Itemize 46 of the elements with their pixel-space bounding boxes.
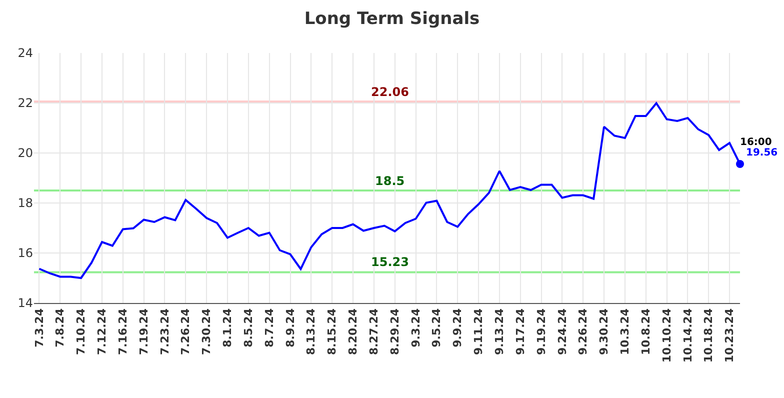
x-tick-label: 10.10.24 [660, 308, 674, 363]
x-tick-label: 7.26.24 [179, 308, 192, 356]
x-tick-label: 9.24.24 [556, 308, 569, 356]
x-tick-label: 9.3.24 [409, 308, 422, 348]
y-tick-label: 24 [18, 46, 33, 60]
y-tick-label: 16 [18, 246, 33, 260]
x-tick-label: 9.9.24 [451, 308, 464, 348]
x-tick-label: 9.30.24 [598, 308, 611, 356]
x-tick-label: 10.23.24 [723, 308, 736, 363]
x-tick-label: 8.15.24 [326, 308, 339, 356]
x-tick-label: 9.13.24 [493, 308, 506, 356]
x-tick-label: 8.1.24 [221, 308, 234, 348]
x-tick-label: 9.17.24 [514, 308, 527, 356]
x-tick-label: 10.8.24 [639, 308, 652, 356]
x-tick-label: 8.20.24 [346, 308, 360, 356]
data-label: 19.56 [746, 148, 778, 158]
y-tick-label: 18 [18, 196, 33, 210]
ref-line-label: 18.5 [375, 174, 405, 188]
x-tick-label: 9.5.24 [430, 308, 444, 348]
x-tick-label: 7.19.24 [137, 308, 150, 356]
x-tick-label: 7.30.24 [200, 308, 214, 356]
x-tick-label: 8.9.24 [284, 308, 297, 348]
x-tick-label: 7.12.24 [96, 308, 109, 356]
x-tick-label: 8.27.24 [368, 308, 381, 356]
x-tick-label: 10.18.24 [702, 308, 716, 363]
x-tick-label: 7.3.24 [32, 308, 46, 348]
chart-title: Long Term Signals [304, 8, 480, 29]
x-tick-label: 7.10.24 [74, 308, 88, 356]
x-tick-label: 10.3.24 [618, 308, 632, 356]
x-tick-label: 7.8.24 [54, 308, 67, 348]
y-tick-label: 20 [18, 146, 33, 160]
x-tick-label: 10.14.24 [681, 308, 694, 363]
x-tick-label: 9.19.24 [534, 308, 548, 356]
x-tick-label: 8.7.24 [262, 308, 276, 348]
y-tick-label: 22 [18, 96, 33, 110]
x-tick-label: 7.16.24 [116, 308, 130, 356]
x-tick-label: 8.29.24 [388, 308, 402, 356]
x-tick-label: 8.13.24 [304, 308, 318, 356]
x-tick-label: 9.26.24 [576, 308, 590, 356]
x-tick-label: 9.11.24 [472, 308, 486, 356]
annotation: 16:00 [740, 137, 772, 148]
x-tick-label: 7.23.24 [158, 308, 172, 356]
ref-line-label: 15.23 [371, 255, 409, 269]
x-tick-label: 8.5.24 [242, 308, 255, 348]
y-tick-label: 14 [18, 296, 33, 310]
ref-line-label: 22.06 [371, 85, 409, 99]
